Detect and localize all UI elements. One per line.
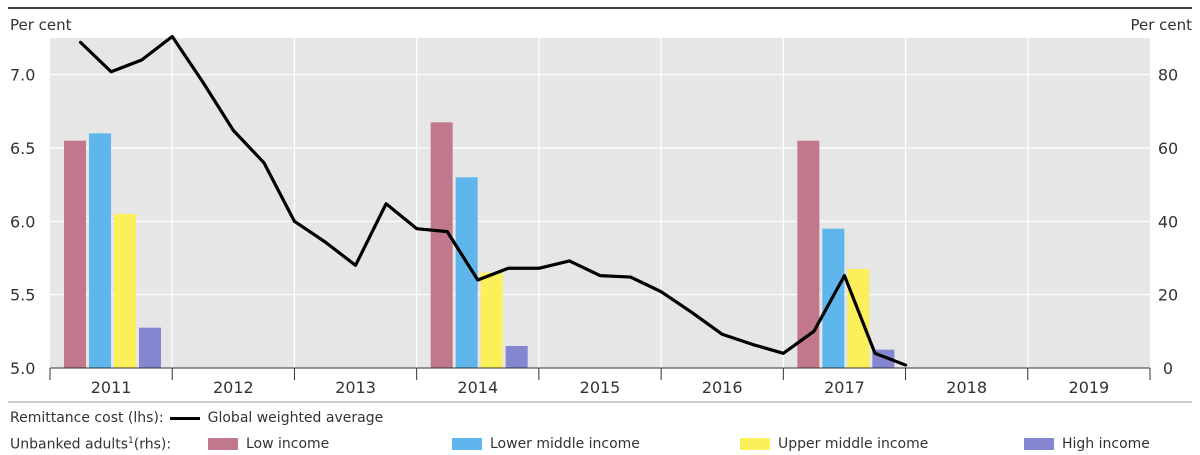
x-tick-label: 2011 <box>91 378 132 397</box>
x-tick-label: 2014 <box>457 378 498 397</box>
bar-high-income-2011 <box>139 327 161 368</box>
left-tick-label: 7.0 <box>10 66 35 85</box>
bar-low-income-2011 <box>64 140 86 368</box>
bar-low-income-2017 <box>797 140 820 368</box>
x-axis-ticks: 2011 2012 2013 2014 2015 2016 2017 2018 2019 <box>49 368 1151 397</box>
left-tick-label: 5.5 <box>10 286 35 305</box>
legend-line-label: Global weighted average <box>207 410 384 426</box>
legend-line-swatch <box>169 416 200 420</box>
x-tick-label: 2018 <box>946 378 987 397</box>
bar-lower-middle-income-2014 <box>455 177 478 368</box>
bars-layer <box>64 122 895 368</box>
right-tick-label: 80 <box>1158 66 1178 85</box>
legend-swatch-low-income <box>208 438 238 450</box>
plot-background <box>50 38 1150 368</box>
bar-upper-middle-income-2014 <box>480 272 503 368</box>
left-tick-label: 6.5 <box>10 139 35 158</box>
left-axis-ticks: 5.0 5.5 6.0 6.5 7.0 <box>10 66 35 378</box>
line-global-weighted-average <box>78 34 908 367</box>
grid-layer <box>50 38 1150 369</box>
legend-bar-prefix: Unbanked adults1(rhs): <box>10 435 172 453</box>
legend-swatch-high-income <box>1024 438 1054 450</box>
legend-bar-row: Unbanked adults1(rhs): Low income Lower … <box>10 435 1190 453</box>
legend-item-upper-middle-income: Upper middle income <box>740 435 928 453</box>
bar-upper-middle-income-2011 <box>114 214 136 368</box>
bar-upper-middle-income-2017 <box>847 269 870 368</box>
bar-high-income-2014 <box>505 346 528 368</box>
right-tick-label: 60 <box>1158 139 1178 158</box>
legend-item-high-income: High income <box>1024 435 1150 453</box>
x-tick-label: 2012 <box>213 378 254 397</box>
legend-line-prefix: Remittance cost (lhs): <box>10 410 164 426</box>
bar-lower-middle-income-2011 <box>89 133 111 368</box>
x-tick-label: 2019 <box>1069 378 1110 397</box>
left-axis-label: Per cent <box>10 16 72 34</box>
right-axis-label: Per cent <box>1130 16 1192 34</box>
legend-line-row: Remittance cost (lhs): Global weighted a… <box>10 409 383 427</box>
right-tick-label: 20 <box>1158 286 1178 305</box>
x-tick-label: 2015 <box>580 378 621 397</box>
left-tick-label: 6.0 <box>10 212 35 231</box>
right-tick-label: 0 <box>1163 359 1173 378</box>
bar-low-income-2014 <box>430 122 453 368</box>
legend-swatch-upper-middle-income <box>740 438 770 450</box>
line-layer <box>78 34 908 367</box>
legend-item-low-income: Low income <box>208 435 329 453</box>
right-tick-label: 40 <box>1158 212 1178 231</box>
right-axis-ticks: 0 20 40 60 80 <box>1158 66 1178 378</box>
legend-item-lower-middle-income: Lower middle income <box>452 435 640 453</box>
x-tick-label: 2017 <box>824 378 865 397</box>
x-tick-label: 2013 <box>335 378 376 397</box>
x-tick-label: 2016 <box>702 378 743 397</box>
left-tick-label: 5.0 <box>10 359 35 378</box>
legend-swatch-lower-middle-income <box>452 438 482 450</box>
